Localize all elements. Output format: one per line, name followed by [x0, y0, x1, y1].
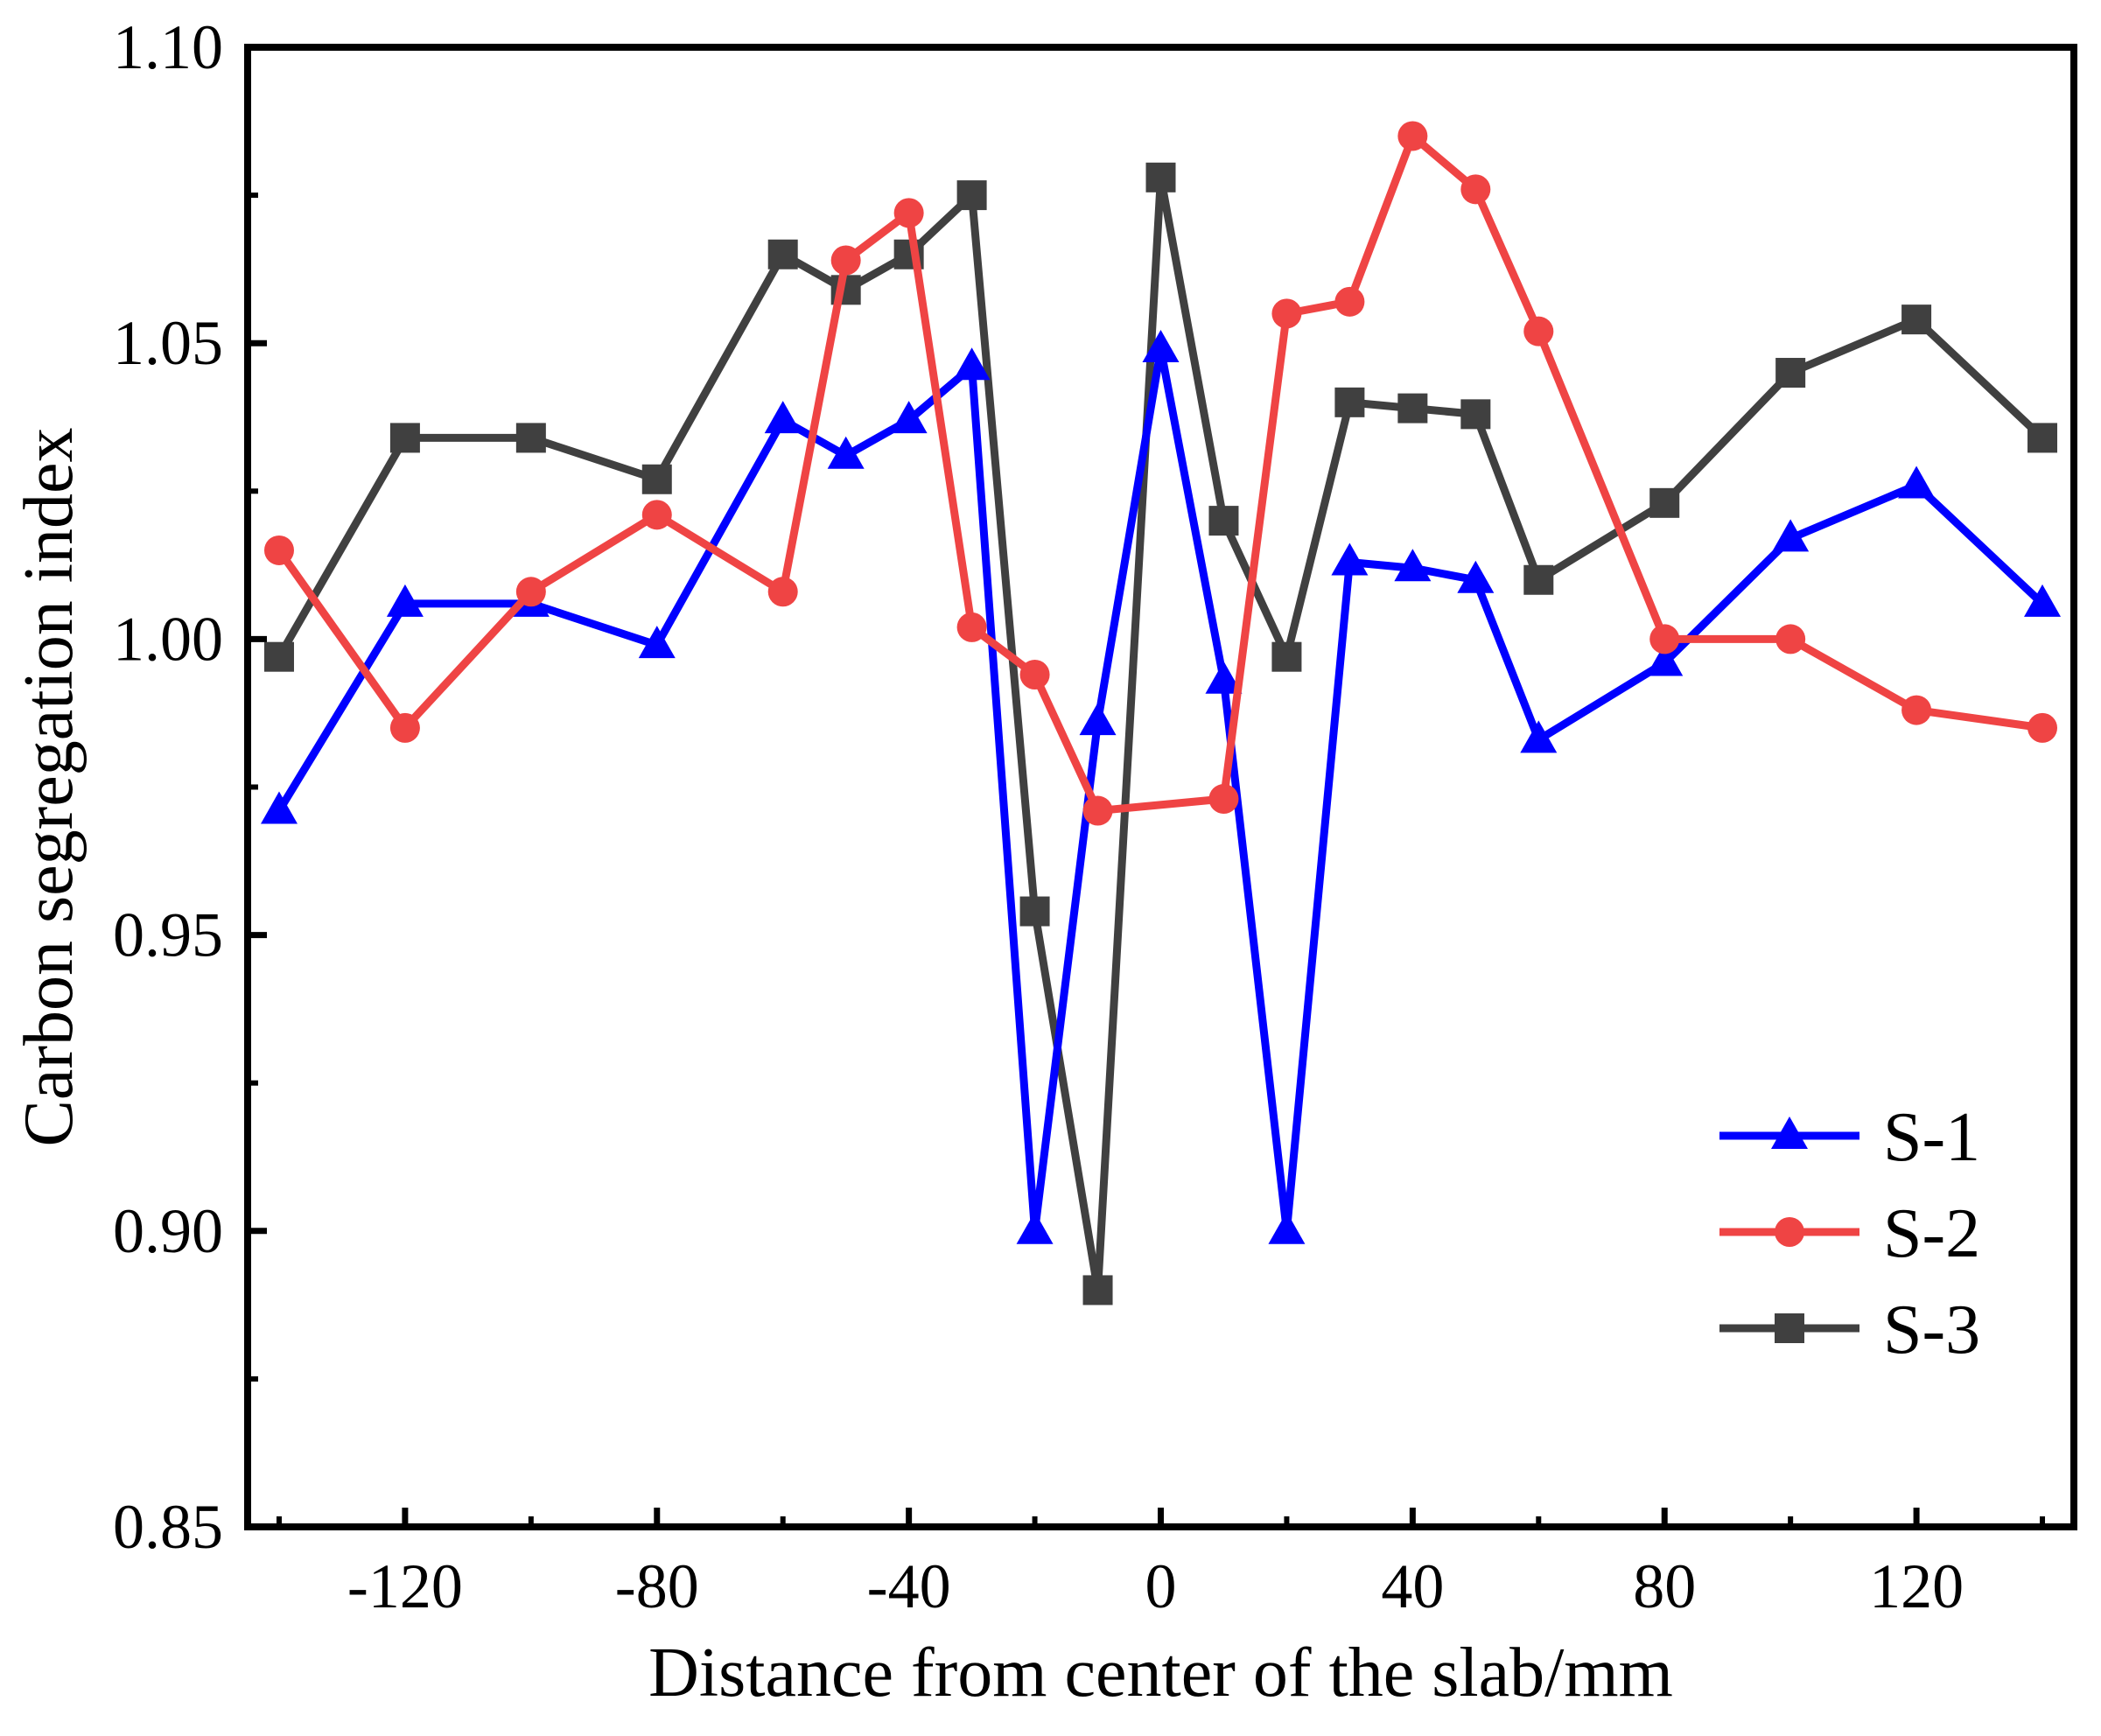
data-point-S-3	[1901, 304, 1932, 335]
legend-marker-S-2	[1775, 1217, 1804, 1247]
x-tick-label: 80	[1633, 1551, 1696, 1621]
y-axis-title: Carbon segregation index	[11, 428, 88, 1147]
series-S-1	[260, 329, 2062, 1244]
data-point-S-1	[1016, 1211, 1054, 1244]
x-tick-label: -120	[347, 1551, 463, 1621]
data-point-S-1	[1772, 519, 1810, 552]
data-point-S-3	[2027, 423, 2058, 453]
data-point-S-1	[1520, 720, 1558, 753]
data-point-S-3	[1145, 162, 1176, 192]
data-point-S-2	[1019, 659, 1050, 690]
data-point-S-2	[1523, 316, 1554, 346]
x-tick-label: 0	[1145, 1551, 1177, 1621]
data-point-S-1	[1205, 661, 1243, 694]
data-point-S-2	[767, 577, 798, 607]
y-tick-label: 1.05	[113, 308, 223, 378]
data-point-S-2	[1082, 795, 1113, 826]
data-point-S-2	[1271, 298, 1302, 329]
data-point-S-1	[1646, 643, 1684, 676]
legend-marker-S-3	[1775, 1313, 1804, 1343]
data-point-S-2	[641, 500, 672, 530]
data-point-S-3	[389, 423, 420, 453]
data-point-S-2	[515, 577, 546, 607]
x-tick-label: 40	[1381, 1551, 1444, 1621]
series-layer	[260, 121, 2062, 1306]
legend: S-1 S-2 S-3	[1719, 1099, 1980, 1368]
data-point-S-1	[1457, 560, 1495, 593]
data-point-S-2	[1208, 784, 1239, 815]
x-axis-title: Distance from center of the slab/mm	[648, 1634, 1673, 1712]
data-point-S-3	[1019, 896, 1050, 927]
data-point-S-2	[1649, 624, 1680, 654]
data-point-S-2	[830, 245, 861, 276]
data-point-S-2	[1775, 624, 1806, 654]
data-point-S-3	[1334, 387, 1365, 417]
legend-label-S-1: S-1	[1883, 1099, 1980, 1176]
data-point-S-3	[641, 464, 672, 494]
y-tick-label: 0.90	[113, 1196, 223, 1266]
y-tick-label: 1.10	[113, 12, 223, 82]
data-point-S-1	[1331, 542, 1369, 576]
data-point-S-2	[1334, 286, 1365, 317]
data-point-S-2	[1397, 121, 1428, 151]
data-point-S-3	[1775, 358, 1806, 388]
data-point-S-3	[1271, 641, 1302, 672]
data-point-S-1	[953, 347, 991, 381]
data-point-S-1	[1079, 703, 1117, 736]
data-point-S-1	[1268, 1211, 1306, 1244]
data-point-S-3	[1523, 564, 1554, 595]
data-point-S-1	[1898, 466, 1936, 499]
data-point-S-3	[515, 423, 546, 453]
legend-label-S-3: S-3	[1883, 1292, 1980, 1368]
data-point-S-1	[1394, 549, 1432, 582]
axes-layer: 0.85 0.90 0.95 1.00 1.05 1.10 -120 -80 -40 0 40 80 1…	[113, 12, 2046, 1621]
data-point-S-2	[263, 535, 294, 565]
data-point-S-1	[2024, 584, 2062, 617]
y-tick-label: 0.85	[113, 1492, 223, 1562]
series-line-S-2	[276, 131, 2043, 816]
x-tick-label: -80	[615, 1551, 699, 1621]
y-tick-label: 1.00	[113, 604, 223, 674]
data-point-S-3	[1397, 393, 1428, 424]
data-point-S-3	[1460, 399, 1491, 430]
data-point-S-3	[1082, 1275, 1113, 1306]
x-tick-label: 120	[1869, 1551, 1964, 1621]
data-point-S-1	[890, 401, 928, 434]
data-point-S-3	[1649, 487, 1680, 518]
data-point-S-1	[827, 436, 865, 469]
y-tick-label: 0.95	[113, 900, 223, 970]
data-point-S-1	[1142, 329, 1180, 362]
data-point-S-1	[764, 401, 802, 434]
data-point-S-2	[389, 712, 420, 743]
data-point-S-3	[956, 180, 987, 211]
data-point-S-2	[893, 198, 924, 228]
data-point-S-3	[1208, 506, 1239, 536]
legend-label-S-2: S-2	[1883, 1195, 1980, 1272]
data-point-S-3	[767, 239, 798, 270]
data-point-S-2	[2027, 712, 2058, 743]
data-point-S-1	[386, 584, 424, 617]
legend-marker-S-1	[1771, 1116, 1808, 1149]
x-tick-label: -40	[867, 1551, 951, 1621]
data-point-S-1	[638, 626, 676, 659]
data-point-S-3	[263, 641, 294, 672]
data-point-S-2	[956, 612, 987, 642]
data-point-S-2	[1901, 695, 1932, 725]
plot-frame	[244, 44, 2077, 1530]
data-point-S-1	[260, 791, 298, 824]
series-S-2	[263, 121, 2058, 826]
data-point-S-2	[1460, 174, 1491, 205]
series-line-S-1	[276, 345, 2046, 1236]
